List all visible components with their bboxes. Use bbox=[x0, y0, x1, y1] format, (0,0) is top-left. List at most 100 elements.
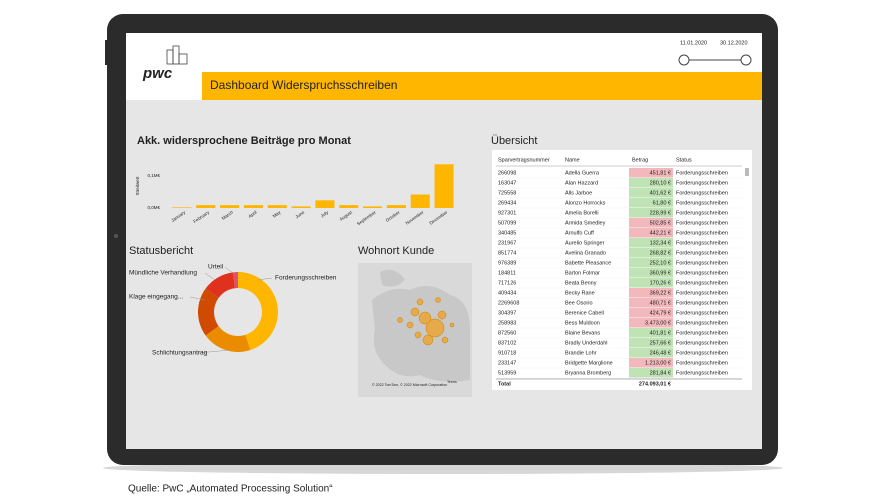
table-cell: Forderungsschreiben bbox=[676, 310, 728, 316]
slider-handle[interactable] bbox=[740, 54, 752, 66]
table-cell: 257,66 € bbox=[650, 340, 671, 346]
bar bbox=[220, 205, 240, 208]
donut-label: Mündliche Verhandlung bbox=[129, 270, 197, 277]
donut-title: Statusbericht bbox=[129, 245, 193, 257]
table-cell: 61,80 € bbox=[653, 200, 671, 206]
bar bbox=[434, 164, 454, 208]
table-cell: Forderungsschreiben bbox=[676, 170, 728, 176]
map-attribution: © 2022 TomTom, © 2022 Microsoft Corporat… bbox=[372, 383, 447, 387]
betrag-cell bbox=[629, 228, 673, 238]
caption: Quelle: PwC „Automated Processing Soluti… bbox=[128, 484, 333, 495]
bar bbox=[363, 206, 383, 208]
dashboard-title: Dashboard Widerspruchsschreiben bbox=[210, 78, 397, 92]
x-tick-label: June bbox=[294, 209, 305, 219]
table-cell: Forderungsschreiben bbox=[676, 220, 728, 226]
betrag-cell bbox=[629, 288, 673, 298]
x-tick-label: July bbox=[320, 209, 330, 218]
y-tick-label: 0,0M€ bbox=[147, 205, 160, 210]
table-cell: 507099 bbox=[498, 220, 516, 226]
donut-segment bbox=[205, 272, 235, 298]
table-cell: Babette Pleasance bbox=[565, 260, 611, 266]
leader-line bbox=[224, 266, 234, 274]
donut-segment bbox=[197, 288, 219, 336]
table-cell: 976389 bbox=[498, 260, 516, 266]
table-cell: Bradly Underdahl bbox=[565, 340, 608, 346]
table-cell: Aurelio Springer bbox=[565, 240, 605, 246]
table-cell: Forderungsschreiben bbox=[676, 340, 728, 346]
table-cell: Forderungsschreiben bbox=[676, 360, 728, 366]
bar bbox=[339, 205, 359, 208]
x-tick-label: March bbox=[221, 209, 235, 221]
donut-segment bbox=[205, 326, 251, 353]
leader-line bbox=[204, 272, 216, 281]
table-cell: Adella Guerra bbox=[565, 170, 600, 176]
betrag-cell bbox=[629, 268, 673, 278]
table-cell: 851774 bbox=[498, 250, 516, 256]
table-cell: 1.213,00 € bbox=[645, 360, 671, 366]
table-cell: 163047 bbox=[498, 180, 516, 186]
table-cell: 401,62 € bbox=[650, 190, 671, 196]
table-cell: Forderungsschreiben bbox=[676, 270, 728, 276]
betrag-cell bbox=[629, 338, 673, 348]
table-cell: Arnulfo Cuff bbox=[565, 230, 594, 236]
betrag-cell bbox=[629, 348, 673, 358]
donut-segment bbox=[238, 272, 279, 351]
leader-line bbox=[257, 277, 273, 281]
table-cell: Forderungsschreiben bbox=[676, 290, 728, 296]
betrag-cell bbox=[629, 358, 673, 368]
slider-handle[interactable] bbox=[678, 54, 690, 66]
x-tick-label: April bbox=[247, 210, 257, 219]
table-cell: Bryanna Bromberg bbox=[565, 370, 611, 376]
table-cell: 281,84 € bbox=[650, 370, 671, 376]
table-cell: 340485 bbox=[498, 230, 516, 236]
y-tick-label: 0,1M€ bbox=[147, 173, 160, 178]
table-cell: 228,99 € bbox=[650, 210, 671, 216]
table-cell: Forderungsschreiben bbox=[676, 230, 728, 236]
table-cell: 513959 bbox=[498, 370, 516, 376]
betrag-cell bbox=[629, 198, 673, 208]
bar bbox=[267, 205, 287, 208]
bar bbox=[386, 205, 406, 208]
table-cell: 502,85 € bbox=[650, 220, 671, 226]
table-cell: Avelina Granado bbox=[565, 250, 606, 256]
table-cell: Brandie Lohr bbox=[565, 350, 597, 356]
betrag-cell bbox=[629, 258, 673, 268]
table-cell: Becky Rane bbox=[565, 290, 595, 296]
table-cell: Forderungsschreiben bbox=[676, 350, 728, 356]
x-tick-label: May bbox=[272, 209, 282, 218]
table-cell: Beata Benny bbox=[565, 280, 597, 286]
table-cell: Berenice Cabell bbox=[565, 310, 604, 316]
table-cell: 252,10 € bbox=[650, 260, 671, 266]
table-cell: 3.473,00 € bbox=[645, 320, 671, 326]
map-terms: Terms bbox=[447, 380, 457, 384]
logo: pwc bbox=[142, 65, 173, 82]
table-cell: Bee Osorio bbox=[565, 300, 593, 306]
leader-line bbox=[197, 349, 231, 354]
chart-title: Akk. widersprochene Beiträge pro Monat bbox=[137, 135, 351, 147]
table-cell: 442,21 € bbox=[650, 230, 671, 236]
betrag-cell bbox=[629, 168, 673, 178]
column-header: Status bbox=[676, 157, 692, 163]
bar bbox=[315, 200, 335, 208]
betrag-cell bbox=[629, 178, 673, 188]
betrag-cell bbox=[629, 368, 673, 378]
tablet-button bbox=[105, 40, 108, 65]
table-cell: Bridgette Marglione bbox=[565, 360, 613, 366]
table-cell: Barton Folmar bbox=[565, 270, 600, 276]
betrag-cell bbox=[629, 328, 673, 338]
table-cell: Forderungsschreiben bbox=[676, 240, 728, 246]
table-cell: 872560 bbox=[498, 330, 516, 336]
total-value: 274.093,01 € bbox=[639, 381, 671, 387]
betrag-cell bbox=[629, 218, 673, 228]
table-cell: 280,10 € bbox=[650, 180, 671, 186]
date-to: 30.12.2020 bbox=[720, 40, 748, 46]
logo-mark bbox=[166, 45, 188, 65]
table-cell: 424,79 € bbox=[650, 310, 671, 316]
table-cell: 246,48 € bbox=[650, 350, 671, 356]
bar bbox=[243, 205, 263, 208]
table-cell: Forderungsschreiben bbox=[676, 280, 728, 286]
column-header: Name bbox=[565, 157, 580, 163]
table-cell: 268,82 € bbox=[650, 250, 671, 256]
table-cell: 451,81 € bbox=[650, 170, 671, 176]
